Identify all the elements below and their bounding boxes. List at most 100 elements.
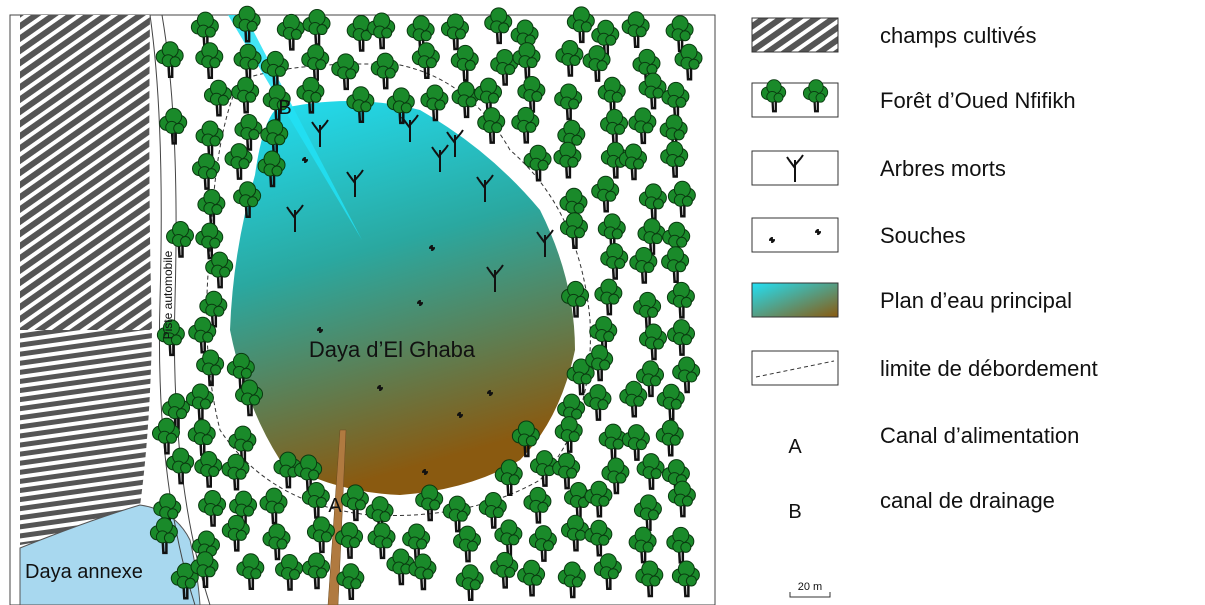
foliage [670,398,682,410]
foliage [498,22,510,34]
tree [802,79,829,113]
tree [257,150,286,188]
tree [370,52,399,90]
tree [662,221,691,259]
scale-label: 20 m [798,581,822,593]
foliage [675,96,687,108]
tree [192,153,221,190]
dead-tree [536,229,554,257]
tree [659,114,688,152]
legend-swatch [751,217,839,253]
tree [512,42,541,79]
foliage [289,568,301,580]
tree [170,562,199,600]
foliage [315,59,327,71]
foliage [199,398,211,410]
tree [517,559,546,597]
foliage [425,57,437,69]
foliage [598,495,610,507]
tree [440,13,469,51]
tree [555,39,584,77]
forest [149,5,703,602]
foliage [209,135,221,147]
foliage [573,202,585,214]
stump [417,300,423,306]
tree [600,141,629,179]
point-b: B [278,97,291,119]
foliage [537,501,549,513]
tree [301,481,330,519]
foliage [615,472,627,484]
foliage [525,121,537,133]
foliage [642,541,654,553]
foliage [675,261,687,273]
foliage [238,158,250,170]
foliage [676,236,688,248]
tree [665,15,694,52]
foliage [611,91,623,103]
foliage [310,91,322,103]
tree [442,495,471,533]
foliage [204,566,216,578]
tree [386,87,415,125]
tree [336,563,365,601]
tree [582,45,611,82]
tree [198,489,227,527]
tree [294,454,323,492]
foliage [537,159,549,171]
foliage [163,532,175,544]
foliage [345,68,357,80]
foliage [273,502,285,514]
foliage [274,65,286,77]
tree [233,181,262,218]
foliage [567,156,579,168]
tree [619,380,648,418]
tree [484,7,513,45]
foliage [360,30,372,42]
stump [302,157,308,163]
feed-channel [327,429,347,605]
foliage [316,24,328,36]
tree [494,519,523,557]
tree [296,76,325,114]
foliage [650,375,662,387]
tree [584,480,613,518]
tree [600,108,629,146]
tree [262,523,291,561]
dead-tree [486,264,504,292]
foliage [276,538,288,550]
tree [203,79,232,117]
tree [199,290,228,328]
tree [655,419,684,457]
foliage [633,158,645,170]
foliage [571,134,583,146]
foliage [290,28,302,40]
tree [195,120,224,158]
foliage [248,129,260,141]
tree [205,251,234,289]
foliage [467,540,479,552]
foliage [508,534,520,546]
fields [20,15,152,330]
foliage [653,338,665,350]
tree [559,187,588,225]
foliage [202,331,214,343]
stump [815,229,821,235]
foliage [647,509,659,521]
foliage [204,26,216,38]
tree [560,514,589,552]
tree [195,222,224,260]
foliage [165,432,177,444]
legend-symbol: B [788,501,801,523]
tree [420,84,449,122]
foliage [400,102,412,114]
scale-bar: 20 m [789,581,831,598]
tree [594,278,623,316]
foliage [688,58,700,70]
foliage [219,266,231,278]
tree [661,81,690,119]
foliage [429,499,441,511]
tree [621,424,650,461]
tree [474,77,503,115]
legend-label: Forêt d’Oued Nfifikh [880,88,1076,113]
